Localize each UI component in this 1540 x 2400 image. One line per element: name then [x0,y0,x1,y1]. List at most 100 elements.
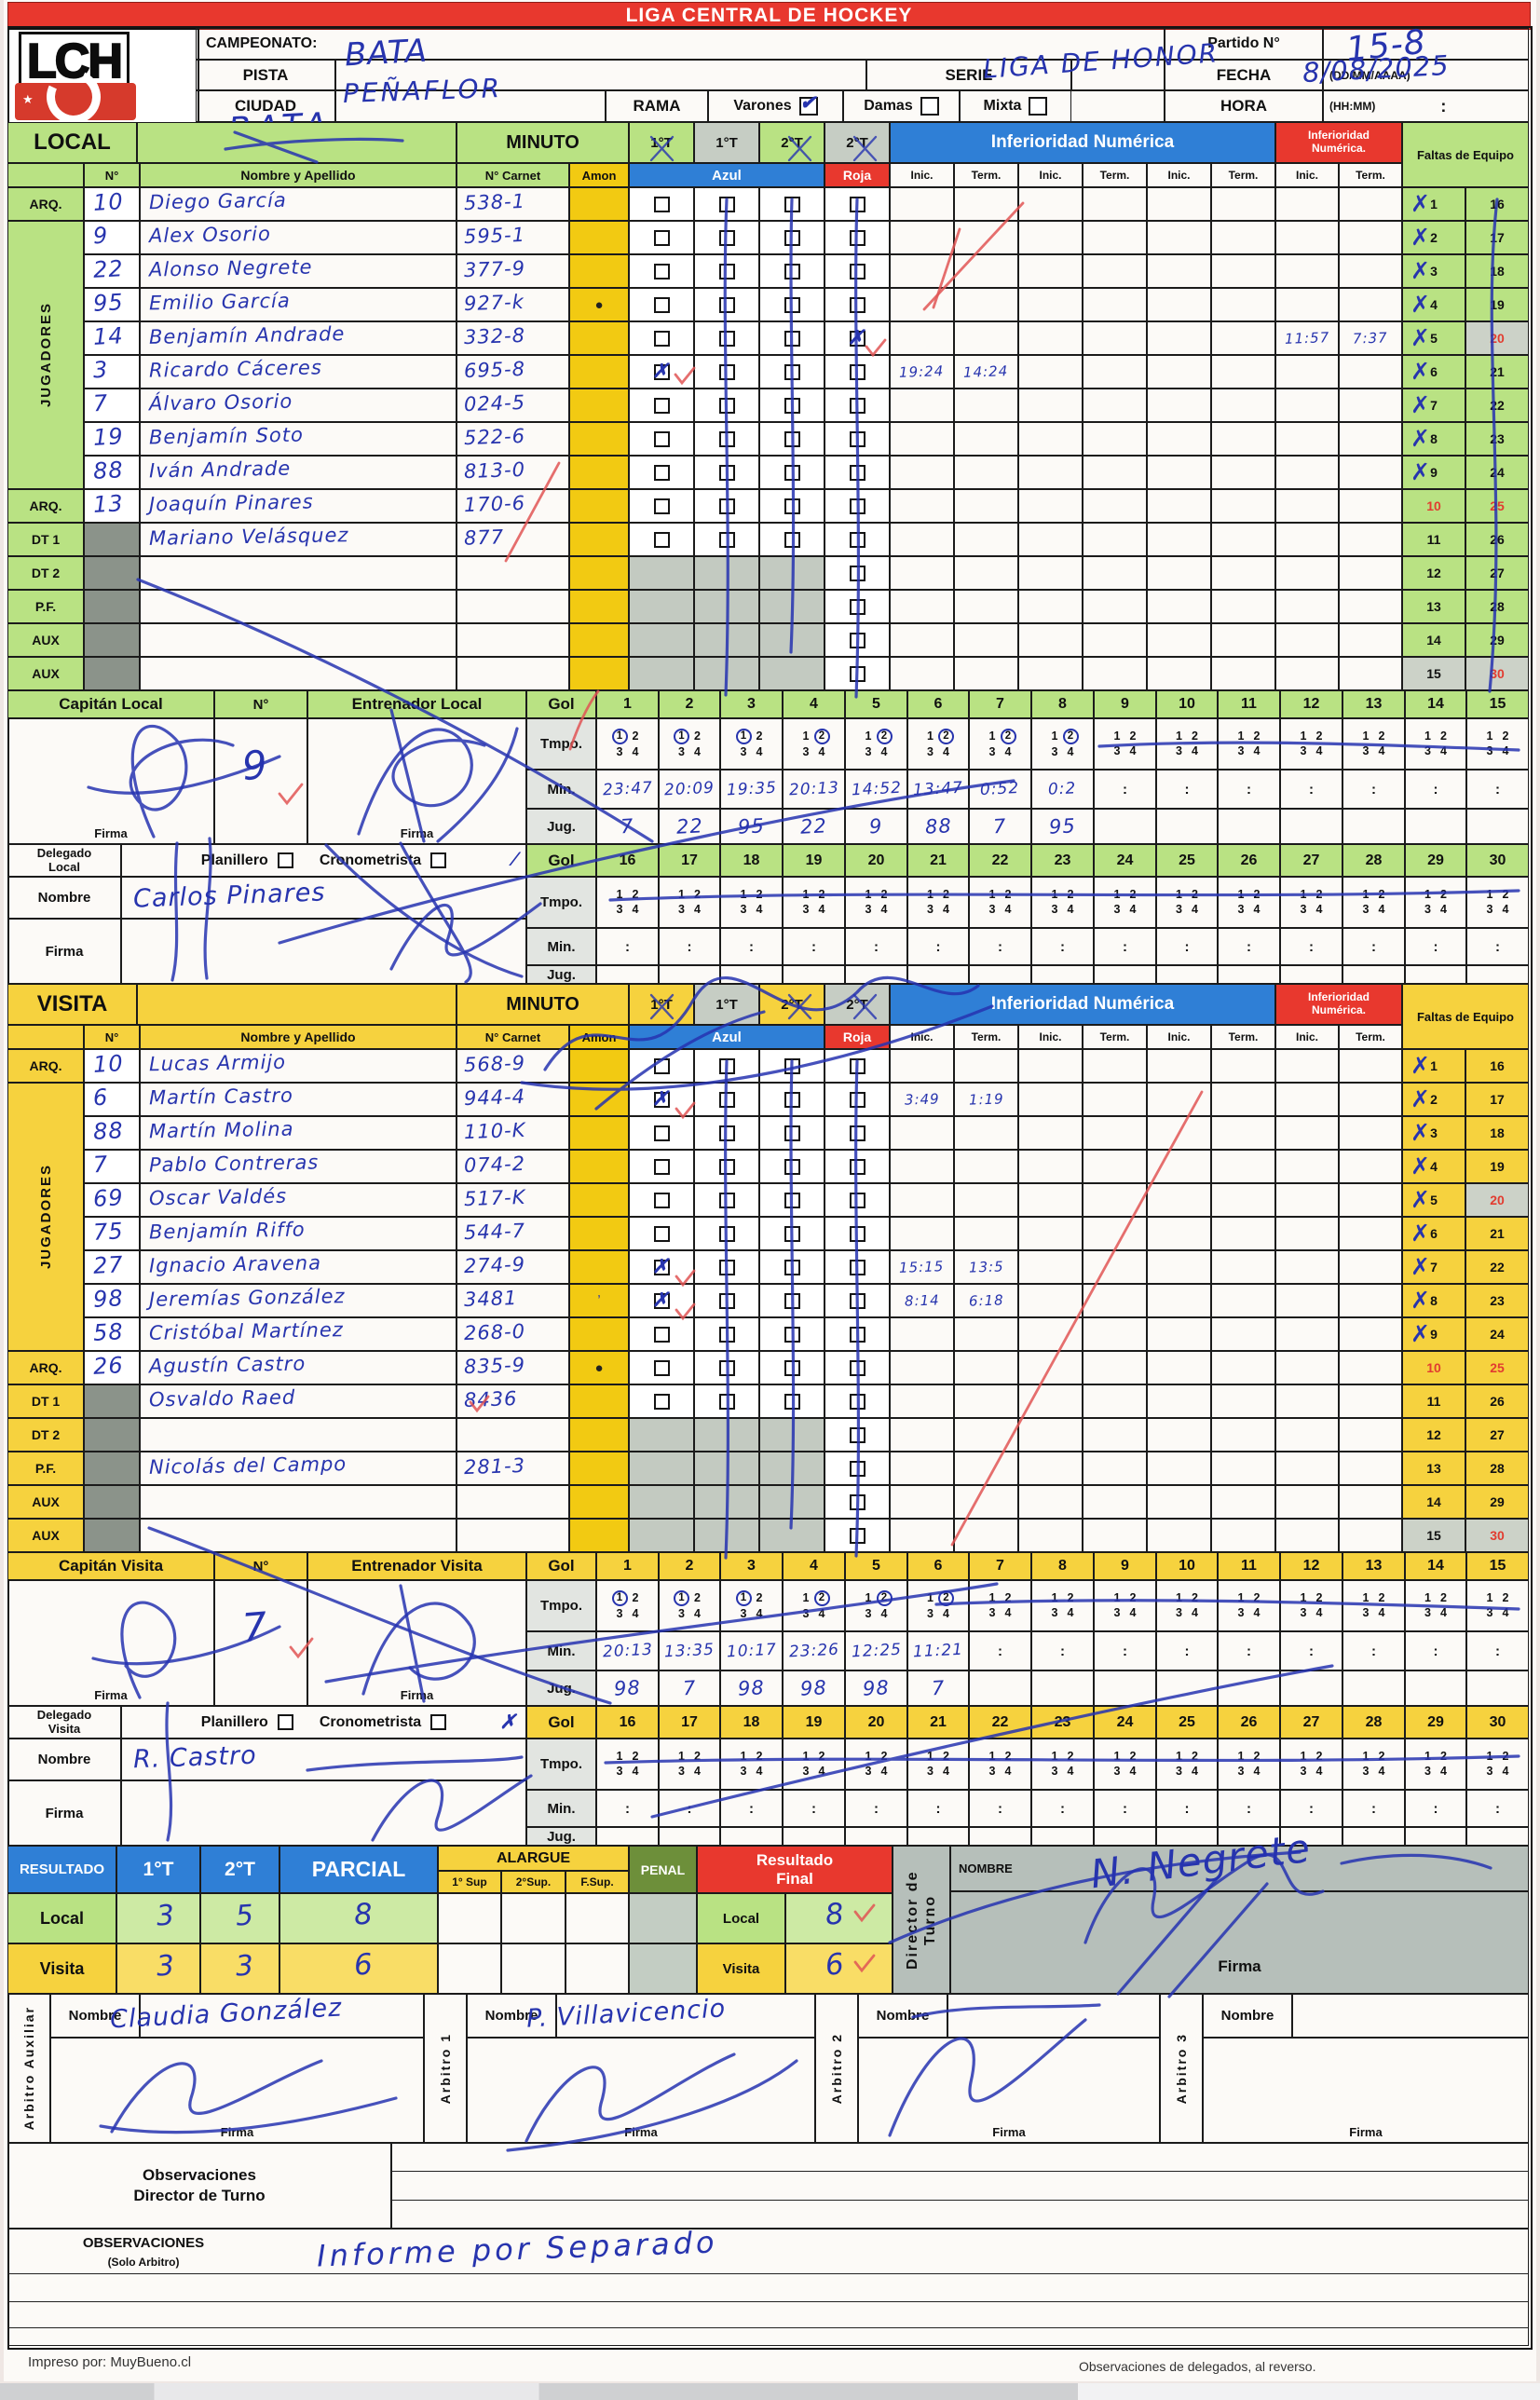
azul-checkbox[interactable] [653,1225,670,1242]
alargue-cell[interactable] [566,1943,629,1994]
roja-card-cell[interactable] [825,1351,890,1384]
azul-card-cell[interactable] [629,422,694,456]
min-cell[interactable]: : [1094,1631,1156,1670]
inic-cell[interactable] [1147,221,1211,254]
inic-cell[interactable] [1147,1083,1211,1116]
player-carnet-cell[interactable] [457,1049,569,1083]
inic-cell[interactable] [1147,1351,1211,1384]
jug-cell[interactable] [1094,1827,1156,1846]
term-cell[interactable] [1211,590,1275,623]
min-cell[interactable]: : [1094,1790,1156,1827]
min-cell[interactable]: 12:25 [845,1631,907,1670]
min-cell[interactable]: 11:21 [907,1631,969,1670]
inic-cell[interactable] [890,1485,954,1519]
azul-card-cell[interactable] [629,590,694,623]
azul-card-cell[interactable] [629,1150,694,1183]
min-cell[interactable]: : [1466,1631,1529,1670]
obs-director-lines[interactable] [391,2143,1529,2229]
player-carnet-cell[interactable] [457,1250,569,1284]
roja-card-cell[interactable] [825,1452,890,1485]
inic-cell[interactable] [1275,590,1339,623]
azul-card-cell[interactable] [694,422,759,456]
faltas-cell[interactable]: 21 [1465,355,1529,389]
term-cell[interactable] [954,456,1018,489]
inic-cell[interactable] [890,1351,954,1384]
player-carnet-cell[interactable] [457,422,569,456]
azul-checkbox[interactable] [718,430,735,447]
azul-checkbox[interactable] [784,196,800,212]
faltas-cell[interactable]: 14 [1402,1485,1465,1519]
inic-cell[interactable] [1275,187,1339,221]
azul-card-cell[interactable] [759,1049,825,1083]
rama-varones-option[interactable]: Varones ✔ [708,90,843,122]
azul-card-cell[interactable] [629,1384,694,1418]
term-cell[interactable] [1211,1116,1275,1150]
azul-card-cell[interactable] [694,1418,759,1452]
azul-card-cell[interactable] [759,1351,825,1384]
azul-checkbox[interactable] [784,1359,800,1376]
player-number-cell[interactable] [84,321,140,355]
roja-checkbox[interactable] [849,1359,865,1376]
azul-checkbox[interactable] [784,1393,800,1410]
term-cell[interactable] [1083,1452,1147,1485]
azul-card-cell[interactable] [694,254,759,288]
player-number-cell[interactable] [84,1452,140,1485]
term-cell[interactable] [1083,1351,1147,1384]
roja-checkbox[interactable] [849,1225,865,1242]
inic-cell[interactable] [1275,355,1339,389]
term-cell[interactable] [1339,288,1402,321]
term-cell[interactable] [1211,1452,1275,1485]
jug-cell[interactable] [1094,809,1156,844]
min-cell[interactable]: 23:26 [783,1631,845,1670]
faltas-cell[interactable]: 17 [1465,1083,1529,1116]
term-cell[interactable] [1083,1317,1147,1351]
faltas-cell[interactable]: 29 [1465,623,1529,657]
inic-cell[interactable] [1147,590,1211,623]
min-cell[interactable]: : [1466,770,1529,809]
azul-card-cell[interactable] [759,590,825,623]
term-cell[interactable] [1339,556,1402,590]
inic-cell[interactable] [1275,288,1339,321]
amon-cell[interactable] [569,1049,629,1083]
term-cell[interactable]: 6:18 [954,1284,1018,1317]
term-cell[interactable] [1083,422,1147,456]
faltas-cell[interactable]: 22 [1465,1250,1529,1284]
arbitro-2-firma-cell[interactable]: Firma [858,2038,1160,2143]
amon-cell[interactable] [569,355,629,389]
azul-card-cell[interactable] [629,1519,694,1552]
azul-checkbox[interactable] [653,397,670,414]
azul-checkbox[interactable] [784,397,800,414]
cronometrista-checkbox[interactable] [430,1714,447,1730]
amon-cell[interactable] [569,254,629,288]
capitan-firma-cell[interactable]: Firma [7,718,214,844]
faltas-cell[interactable]: 25 [1465,1351,1529,1384]
azul-checkbox[interactable] [653,1057,670,1074]
inic-cell[interactable] [890,422,954,456]
term-cell[interactable] [1339,1485,1402,1519]
azul-card-cell[interactable] [629,187,694,221]
arbitro-0-nombre-cell[interactable] [140,1994,424,2038]
inic-cell[interactable]: 3:49 [890,1083,954,1116]
term-cell[interactable] [1083,1150,1147,1183]
final-visita-cell[interactable] [785,1943,893,1994]
player-number-cell[interactable] [84,355,140,389]
damas-checkbox[interactable] [920,97,939,116]
player-carnet-cell[interactable] [457,1183,569,1217]
term-cell[interactable] [1211,1317,1275,1351]
player-carnet-cell[interactable] [457,1317,569,1351]
min-cell[interactable]: 19:35 [720,770,783,809]
azul-card-cell[interactable]: ✗ [629,1284,694,1317]
jug-cell[interactable] [969,1670,1031,1706]
term-cell[interactable] [1083,288,1147,321]
roja-checkbox[interactable] [849,196,865,212]
player-number-cell[interactable] [84,1083,140,1116]
term-cell[interactable] [1211,1049,1275,1083]
term-cell[interactable] [1211,456,1275,489]
azul-card-cell[interactable] [694,355,759,389]
inic-cell[interactable] [890,456,954,489]
term-cell[interactable] [1339,1418,1402,1452]
